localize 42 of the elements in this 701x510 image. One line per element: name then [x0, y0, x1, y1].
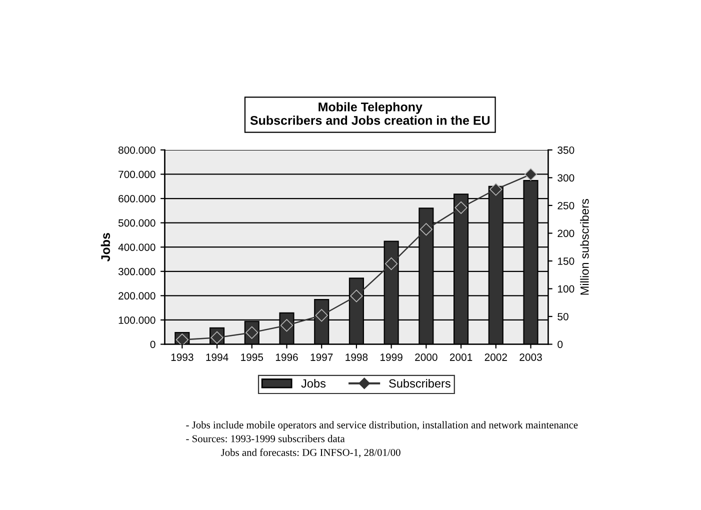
point [350, 290, 363, 302]
y-tick-label: 0 [150, 340, 156, 348]
y2-tick-label: 250 [558, 202, 574, 210]
y-tick-label: 200.000 [118, 292, 156, 300]
legend-label: Jobs [301, 378, 326, 388]
point [454, 201, 468, 214]
y-tick-label: 300.000 [118, 268, 156, 276]
chart-title: Mobile Telephony Subscribers and Jobs creation in the EU [250, 102, 490, 125]
x-tick-label: 2002 [484, 354, 507, 361]
point [385, 257, 398, 270]
x-tick-label: 1994 [206, 354, 228, 361]
point [420, 223, 432, 236]
y-tick-label: 800.000 [118, 146, 156, 154]
text: Jobs and forecasts: DG INFSO-1, 28/01/00 [221, 448, 400, 458]
legend-label: Subscribers [389, 378, 450, 388]
y-tick-label: 600.000 [118, 195, 156, 202]
x-tick-label: 2000 [415, 354, 438, 361]
y2-tick-label: 50 [558, 312, 568, 320]
y2-tick-label: 200 [558, 230, 574, 238]
x-tick-label: 1995 [241, 354, 264, 361]
y2-tick-label: 350 [558, 146, 574, 154]
y2-tick-label: 150 [558, 257, 574, 265]
y-tick-label: 700.000 [118, 170, 156, 178]
y-tick-label: 500.000 [118, 219, 156, 227]
x-tick-label: 1998 [346, 354, 368, 361]
y-tick-label: 400.000 [118, 244, 156, 251]
point [524, 168, 538, 181]
y2-axis-title: Million subscribers [580, 198, 589, 295]
y-axis-title: Jobs [100, 233, 110, 262]
point [490, 183, 502, 196]
x-tick-label: 2003 [520, 354, 542, 361]
x-tick-label: 1999 [380, 354, 402, 361]
x-tick-label: 1996 [276, 354, 298, 361]
x-tick-label: 1997 [310, 354, 333, 361]
y2-tick-label: 300 [558, 174, 574, 182]
x-tick-label: 2001 [450, 354, 472, 361]
text: - Sources: 1993-1999 subscribers data [186, 434, 345, 442]
text: - Jobs include mobile operators and service distribution, installation and network maintenance [186, 421, 578, 431]
y-tick-label: 100.000 [118, 316, 156, 324]
x-tick-label: 1993 [171, 354, 194, 361]
y2-tick-label: 0 [558, 340, 563, 348]
y2-tick-label: 100 [558, 285, 574, 293]
